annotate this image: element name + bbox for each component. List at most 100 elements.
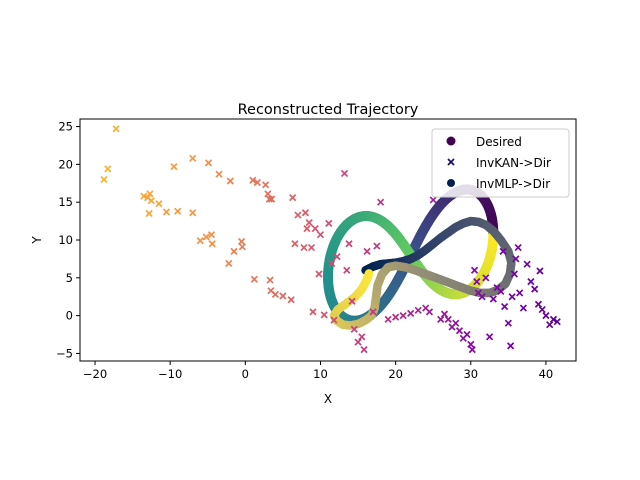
invkan-point: [519, 304, 527, 312]
legend-desired-marker: [446, 136, 456, 146]
invkan-point: [542, 312, 550, 320]
invkan-point: [523, 260, 531, 268]
invkan-point: [311, 225, 319, 233]
invkan-point: [170, 163, 178, 171]
y-axis-label: Y: [30, 236, 44, 245]
invkan-point: [174, 207, 182, 215]
invkan-point: [467, 340, 475, 348]
legend-box: [431, 128, 570, 198]
invkan-point: [309, 308, 317, 316]
invkan-point: [189, 209, 197, 217]
invkan-point: [340, 169, 349, 178]
invkan-point: [104, 165, 112, 173]
y-tick-label: 5: [66, 271, 73, 285]
invkan-point: [202, 233, 210, 241]
invkan-point: [112, 125, 120, 133]
legend-invkan-marker: [447, 158, 455, 166]
invkan-point: [514, 243, 522, 252]
invkan-point: [264, 190, 272, 198]
invkan-point: [315, 270, 323, 278]
y-tick-label: 0: [66, 309, 73, 323]
invkan-point: [414, 306, 422, 314]
invkan-point: [510, 270, 518, 278]
invkan-point: [253, 178, 261, 187]
invkan-point: [345, 240, 353, 248]
invkan-point: [508, 293, 516, 301]
y-tick-label: −5: [56, 346, 73, 360]
invkan-point: [478, 293, 486, 301]
invkan-point: [425, 308, 434, 316]
legend-invmlp-marker: [447, 179, 455, 187]
invkan-point: [444, 315, 452, 324]
invkan-point: [207, 231, 216, 239]
invkan-point: [360, 346, 368, 354]
invkan-point: [330, 316, 338, 324]
invkan-point: [527, 277, 535, 286]
invkan-point: [463, 330, 471, 339]
legend-invkan-label: InvKAN->Dir: [476, 156, 551, 170]
invkan-point: [377, 198, 385, 206]
y-tick-label: 15: [58, 195, 73, 209]
invkan-point: [250, 275, 258, 283]
invkan-point: [399, 312, 407, 320]
invkan-point: [162, 208, 171, 216]
invkan-point: [358, 333, 366, 341]
invkan-point: [265, 195, 273, 203]
x-tick-label: 0: [242, 367, 249, 381]
invkan-point: [369, 308, 377, 316]
invkan-point: [373, 242, 381, 250]
invkan-point: [266, 276, 274, 284]
invkan-point: [437, 315, 445, 324]
invkan-point: [204, 159, 213, 167]
invkan-point: [504, 319, 512, 327]
x-tick-label: 30: [463, 367, 478, 381]
invkan-point: [300, 243, 308, 252]
x-tick-label: 40: [539, 367, 554, 381]
x-tick-label: 10: [313, 367, 328, 381]
invkan-point: [320, 311, 328, 319]
invkan-point: [140, 192, 148, 200]
invkan-series: [100, 125, 561, 354]
legend-invmlp-label: InvMLP->Dir: [476, 177, 550, 191]
invkan-point: [516, 289, 524, 297]
invkan-point: [225, 259, 233, 268]
invkan-point: [226, 177, 234, 185]
invmlp-point: [364, 269, 374, 278]
invkan-point: [363, 247, 371, 255]
legend: Desired InvKAN->Dir InvMLP->Dir: [431, 128, 570, 198]
x-tick-label: −10: [158, 367, 182, 381]
invkan-point: [497, 287, 505, 296]
invkan-point: [289, 194, 297, 202]
invkan-point: [455, 327, 464, 335]
invkan-point: [303, 225, 311, 233]
invkan-point: [350, 325, 358, 333]
invkan-point: [230, 247, 238, 255]
invkan-point: [333, 253, 341, 261]
invkan-point: [499, 247, 507, 255]
invkan-point: [485, 333, 494, 341]
invkan-point: [237, 237, 246, 246]
invkan-point: [501, 302, 509, 311]
chart-title: Reconstructed Trajectory: [238, 102, 419, 118]
invkan-point: [271, 290, 279, 299]
invkan-point: [407, 309, 415, 317]
invkan-point: [468, 346, 476, 354]
invkan-point: [392, 313, 400, 321]
invkan-point: [155, 200, 163, 208]
invkan-point: [531, 285, 539, 293]
invkan-point: [343, 266, 351, 274]
invkan-point: [147, 197, 155, 205]
invkan-point: [538, 305, 546, 314]
invkan-point: [268, 195, 276, 203]
x-tick-label: 20: [388, 367, 403, 381]
invkan-point: [507, 342, 515, 350]
invkan-point: [482, 274, 490, 282]
invkan-point: [328, 259, 336, 268]
invkan-point: [189, 154, 197, 162]
invkan-point: [440, 310, 449, 318]
invkan-point: [307, 243, 316, 252]
invkan-point: [316, 231, 325, 239]
invkan-point: [325, 219, 333, 227]
legend-desired-label: Desired: [476, 135, 522, 149]
